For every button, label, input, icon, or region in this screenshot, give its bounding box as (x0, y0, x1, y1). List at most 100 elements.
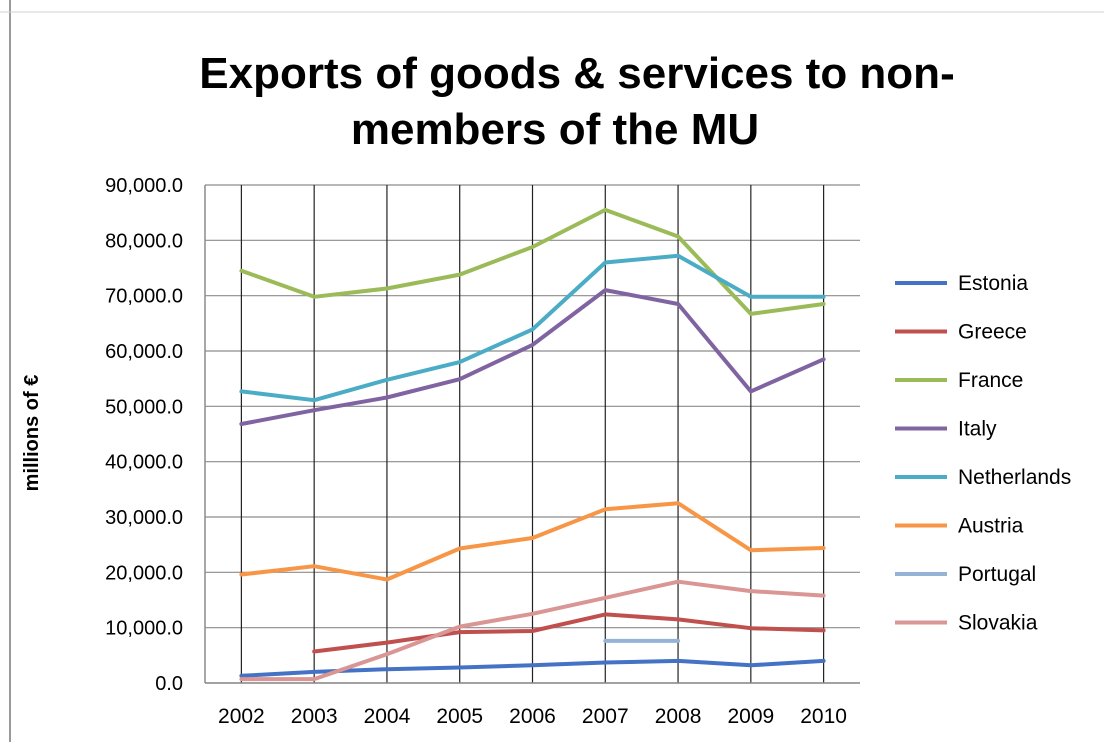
series-line (312, 612, 826, 654)
data-point (385, 286, 389, 290)
data-point (749, 626, 753, 630)
data-point (749, 295, 753, 299)
data-point (312, 398, 316, 402)
data-point (531, 663, 534, 667)
x-tick-label: 2007 (582, 705, 629, 728)
data-point (312, 649, 316, 653)
y-tick-labels: 0.0 10,000.0 20,000.0 30,000.0 40,000.0 50,00… (105, 175, 183, 695)
data-point (822, 546, 826, 550)
data-point (603, 612, 607, 616)
data-point (312, 677, 316, 681)
data-point (531, 612, 534, 616)
legend-label: Greece (958, 321, 1027, 344)
data-point (385, 395, 389, 399)
data-point (531, 629, 534, 633)
data-point (603, 596, 607, 600)
x-tick-label: 2009 (727, 705, 774, 728)
y-axis-label: millions of € (21, 375, 43, 492)
data-point (458, 666, 462, 670)
data-point (603, 208, 607, 212)
data-point (822, 659, 826, 663)
data-point (822, 594, 826, 598)
y-tick-label: 0.0 (155, 673, 183, 695)
data-point (531, 327, 534, 331)
legend-label: Austria (958, 515, 1024, 538)
data-point (676, 302, 680, 306)
data-point (676, 639, 680, 643)
data-point (312, 670, 316, 674)
series-greece (312, 612, 826, 654)
data-point (385, 652, 389, 656)
y-tick-label: 20,000.0 (105, 562, 183, 584)
data-point (531, 245, 534, 249)
data-point (749, 548, 753, 552)
data-point (385, 578, 389, 582)
data-point (239, 389, 243, 393)
data-point (603, 288, 607, 292)
x-tick-label: 2005 (436, 705, 483, 728)
data-point (822, 628, 826, 632)
x-tick-label: 2010 (800, 705, 847, 728)
data-point (531, 343, 534, 347)
x-tick-label: 2002 (218, 705, 265, 728)
legend-label: Netherlands (958, 466, 1071, 489)
data-point (676, 659, 680, 663)
data-point (822, 302, 826, 306)
series-austria (239, 501, 826, 582)
data-point (239, 674, 243, 678)
data-point (749, 589, 753, 593)
data-point (385, 378, 389, 382)
x-tick-labels: 2002 2003 2004 2005 2006 2007 2008 2009 2010 (218, 705, 847, 728)
data-point (458, 630, 462, 634)
y-tick-label: 50,000.0 (105, 396, 183, 418)
data-point (603, 639, 607, 643)
data-point (603, 260, 607, 264)
data-point (749, 663, 753, 667)
data-point (749, 312, 753, 316)
series-portugal (603, 638, 681, 643)
y-tick-label: 60,000.0 (105, 341, 183, 363)
y-tick-label: 10,000.0 (105, 618, 183, 640)
series-lines (239, 207, 826, 682)
y-tick-label: 70,000.0 (105, 286, 183, 308)
x-tick-label: 2006 (509, 705, 556, 728)
data-point (239, 677, 243, 681)
legend: Estonia Greece France Italy Netherlands Austr… (895, 272, 1071, 635)
data-point (312, 564, 316, 568)
data-point (676, 617, 680, 621)
x-tick-label: 2003 (291, 705, 338, 728)
series-italy (239, 288, 826, 426)
chart-title-line-1: Exports of goods & services to non- (199, 49, 954, 98)
data-point (458, 625, 462, 629)
data-point (603, 661, 607, 665)
y-tick-label: 80,000.0 (105, 230, 183, 252)
data-point (531, 536, 534, 540)
data-point (676, 234, 680, 238)
x-tick-label: 2004 (364, 705, 411, 728)
data-point (676, 254, 680, 258)
y-tick-label: 30,000.0 (105, 507, 183, 529)
data-point (676, 580, 680, 584)
data-point (458, 360, 462, 364)
grid (204, 184, 860, 684)
data-point (822, 295, 826, 299)
data-point (676, 501, 680, 505)
data-point (458, 273, 462, 277)
legend-label: Italy (958, 418, 997, 441)
data-point (312, 408, 316, 412)
legend-label: France (958, 369, 1023, 392)
data-point (458, 547, 462, 551)
data-point (822, 357, 826, 361)
data-point (385, 641, 389, 645)
data-point (749, 389, 753, 393)
y-tick-label: 40,000.0 (105, 452, 183, 474)
y-tick-label: 90,000.0 (105, 175, 183, 197)
series-netherlands (239, 253, 826, 403)
legend-label: Portugal (958, 563, 1036, 586)
data-point (458, 377, 462, 381)
chart-title-line-2: members of the MU (351, 105, 759, 154)
data-point (603, 507, 607, 511)
x-tick-label: 2008 (655, 705, 702, 728)
